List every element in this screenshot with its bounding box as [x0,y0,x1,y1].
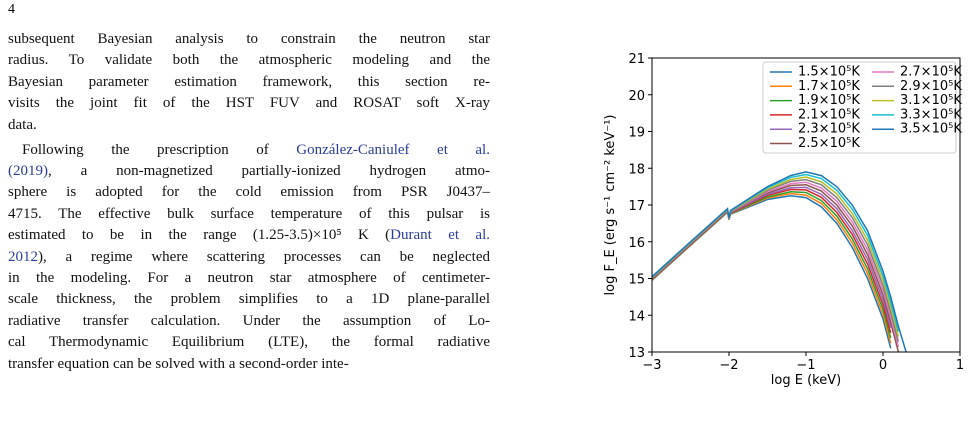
legend-label: 1.5×10⁵K [798,65,860,80]
text-line: sphere is adopted for the cold emission … [8,182,490,203]
text-span: radiative transfer calculation. Under th… [8,312,490,329]
legend-label: 3.1×10⁵K [900,93,962,108]
text-span: data. [8,116,37,133]
legend-box [762,61,957,154]
plot-area [652,171,907,352]
text-line: radius. To validate both the atmospheric… [8,50,490,71]
legend-label: 1.7×10⁵K [798,79,860,94]
text-span: estimated to be in the range (1.25-3.5)×… [8,227,391,244]
legend-label: 3.3×10⁵K [900,107,962,122]
text-span: scale thickness, the problem simplifies … [8,291,490,308]
text-span: sphere is adopted for the cold emission … [8,184,490,201]
citation-link[interactable]: Durant et al. [390,227,490,244]
x-tick-label: 1 [956,358,964,373]
text-span: ), a regime where scattering processes c… [38,248,490,265]
legend-label: 2.7×10⁵K [900,65,962,80]
paragraph: Following the prescription of González-C… [8,140,490,375]
text-line: 2012), a regime where scattering process… [8,247,490,268]
page-number: 4 [8,2,15,17]
y-tick-label: 18 [628,162,645,177]
text-line: in the modeling. For a neutron star atmo… [8,268,490,289]
text-span: visits the joint fit of the HST FUV and … [8,95,490,112]
legend-label: 2.5×10⁵K [798,136,860,151]
legend-label: 2.1×10⁵K [798,107,860,122]
paragraph: subsequent Bayesian analysis to constrai… [8,29,490,136]
text-span: subsequent Bayesian analysis to constrai… [8,31,490,47]
citation-link[interactable]: (2019) [8,162,48,179]
y-tick-label: 16 [628,236,645,251]
text-span: cal Thermodynamic Equilibrium (LTE), the… [8,334,490,351]
y-tick-label: 19 [628,126,645,141]
legend-label: 1.9×10⁵K [798,93,860,108]
y-tick-label: 17 [628,199,645,214]
y-tick-label: 14 [628,309,645,324]
citation-link[interactable]: González-Caniulef et al. [296,141,490,158]
x-tick-label: −3 [642,358,661,373]
legend-label: 3.5×10⁵K [900,122,962,137]
text-line: transfer equation can be solved with a s… [8,354,490,375]
x-tick-label: −2 [719,358,738,373]
body-text: subsequent Bayesian analysis to constrai… [8,29,490,375]
y-tick-label: 13 [628,346,645,361]
x-tick-label: 0 [879,358,887,373]
citation-link[interactable]: 2012 [8,248,38,265]
x-axis-label: log E (keV) [771,373,841,388]
legend-label: 2.9×10⁵K [900,79,962,94]
text-span: , a non-magnetized partially-ionized hyd… [48,162,490,179]
text-span: radius. To validate both the atmospheric… [8,52,490,69]
text-line: radiative transfer calculation. Under th… [8,311,490,332]
text-line: visits the joint fit of the HST FUV and … [8,93,490,114]
text-line: scale thickness, the problem simplifies … [8,289,490,310]
series-line [652,192,892,344]
text-line: 4715. The effective bulk surface tempera… [8,204,490,225]
text-line: Bayesian parameter estimation framework,… [8,72,490,93]
series-line [652,184,900,352]
y-tick-label: 20 [628,89,645,104]
y-tick-label: 15 [628,273,645,288]
text-line: (2019), a non-magnetized partially-ioniz… [8,161,490,182]
legend-label: 2.3×10⁵K [798,122,860,137]
text-span: in the modeling. For a neutron star atmo… [8,269,490,286]
series-line [652,188,892,334]
text-span: Following the prescription of [22,141,297,158]
text-line: cal Thermodynamic Equilibrium (LTE), the… [8,332,490,353]
series-line [652,171,907,352]
text-line: subsequent Bayesian analysis to constrai… [8,29,490,50]
x-tick-label: −1 [796,358,815,373]
text-line: estimated to be in the range (1.25-3.5)×… [8,225,490,246]
y-axis-label: log F_E (erg s⁻¹ cm⁻² keV⁻¹) [603,115,618,296]
text-line: data. [8,115,490,136]
text-span: transfer equation can be solved with a s… [8,355,349,372]
text-span: 4715. The effective bulk surface tempera… [8,205,490,222]
text-line: Following the prescription of González-C… [8,140,490,161]
y-tick-label: 21 [628,52,645,67]
text-span: Bayesian parameter estimation framework,… [8,73,490,90]
